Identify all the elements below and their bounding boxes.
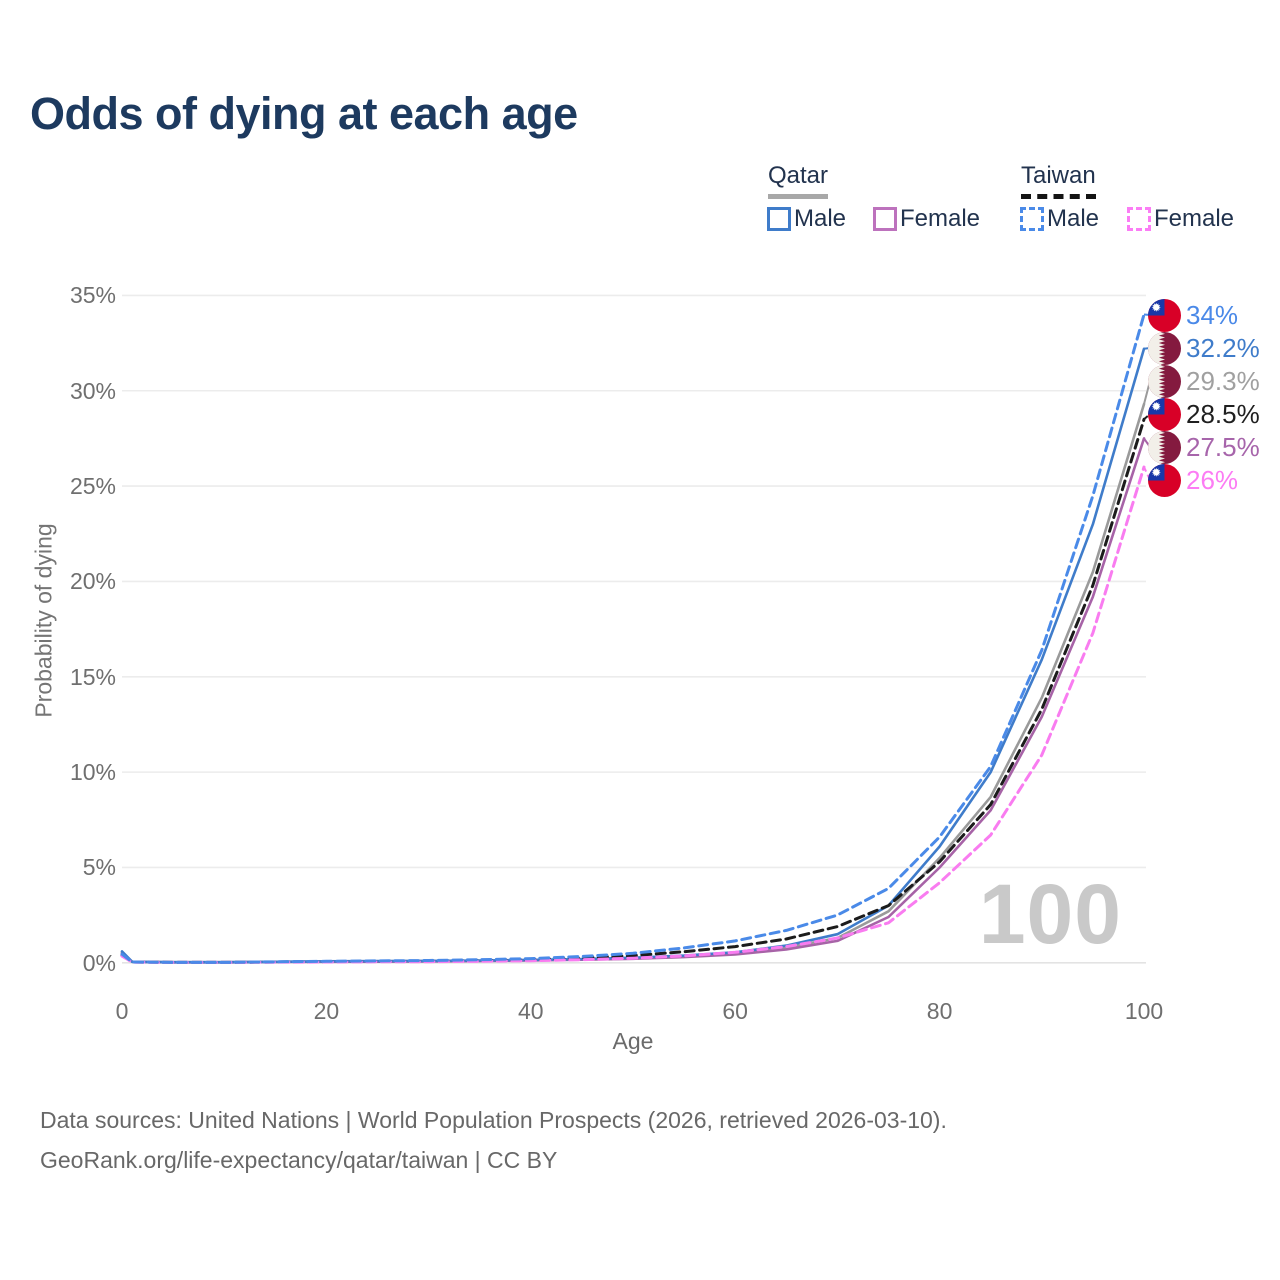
end-label-taiwan-male: 34% xyxy=(1148,298,1238,332)
end-label-value: 29.3% xyxy=(1186,365,1260,396)
end-label-qatar-female: 27.5% xyxy=(1148,430,1260,464)
end-label-taiwan-total: 28.5% xyxy=(1148,397,1260,431)
y-tick-5%: 5% xyxy=(82,854,116,881)
end-label-qatar-male: 32.2% xyxy=(1148,331,1260,365)
legend-item-label: Male xyxy=(1047,205,1100,232)
end-label-taiwan-female: 26% xyxy=(1148,463,1238,497)
legend-item-taiwan-male[interactable]: Male xyxy=(1020,205,1099,233)
y-tick-10%: 10% xyxy=(69,759,116,786)
end-label-qatar-total: 29.3% xyxy=(1148,364,1260,398)
end-label-value: 32.2% xyxy=(1186,332,1260,363)
x-tick-80: 80 xyxy=(926,998,953,1024)
legend-item-qatar-male[interactable]: Male xyxy=(767,205,846,233)
legend-item-label: Female xyxy=(900,205,981,232)
y-tick-30%: 30% xyxy=(69,377,116,404)
x-tick-20: 20 xyxy=(313,998,340,1024)
age-watermark: 100 xyxy=(978,867,1122,961)
end-label-value: 27.5% xyxy=(1186,431,1260,462)
x-tick-100: 100 xyxy=(1124,998,1164,1024)
legend-item-label: Male xyxy=(794,205,847,232)
legend-item-taiwan-female[interactable]: Female xyxy=(1127,205,1234,233)
taiwan-male-swatch-icon xyxy=(1020,207,1044,231)
qatar-female-swatch-icon xyxy=(873,207,897,231)
taiwan-flag-icon xyxy=(1148,463,1181,497)
end-label-value: 26% xyxy=(1186,464,1239,495)
y-tick-0%: 0% xyxy=(82,949,116,976)
qatar-flag-icon xyxy=(1148,430,1181,464)
legend-item-label: Female xyxy=(1154,205,1235,232)
y-axis-title: Probability of dying xyxy=(30,523,57,718)
data-source-line: Data sources: United Nations | World Pop… xyxy=(40,1107,947,1133)
y-tick-20%: 20% xyxy=(69,568,116,595)
x-tick-40: 40 xyxy=(518,998,544,1024)
y-tick-25%: 25% xyxy=(69,473,116,500)
qatar-flag-icon xyxy=(1148,331,1181,365)
series-line-taiwan-male[interactable] xyxy=(120,313,1146,964)
taiwan-female-swatch-icon xyxy=(1127,207,1151,231)
end-label-value: 34% xyxy=(1186,299,1239,330)
legend-item-qatar-female[interactable]: Female xyxy=(873,205,980,233)
x-axis-title: Age xyxy=(612,1028,654,1054)
x-tick-60: 60 xyxy=(722,998,748,1024)
attribution-line: GeoRank.org/life-expectancy/qatar/taiwan… xyxy=(40,1147,558,1173)
y-tick-15%: 15% xyxy=(69,663,116,690)
taiwan-flag-icon xyxy=(1148,298,1181,332)
x-tick-0: 0 xyxy=(115,998,129,1024)
taiwan-flag-icon xyxy=(1148,397,1181,431)
end-label-value: 28.5% xyxy=(1186,398,1260,429)
legend-group-taiwan: Taiwan xyxy=(1021,162,1096,199)
page-title: Odds of dying at each age xyxy=(30,88,578,139)
qatar-flag-icon xyxy=(1148,364,1181,398)
y-tick-35%: 35% xyxy=(69,282,116,309)
legend-group-qatar: Qatar xyxy=(768,162,829,199)
qatar-male-swatch-icon xyxy=(767,207,791,231)
